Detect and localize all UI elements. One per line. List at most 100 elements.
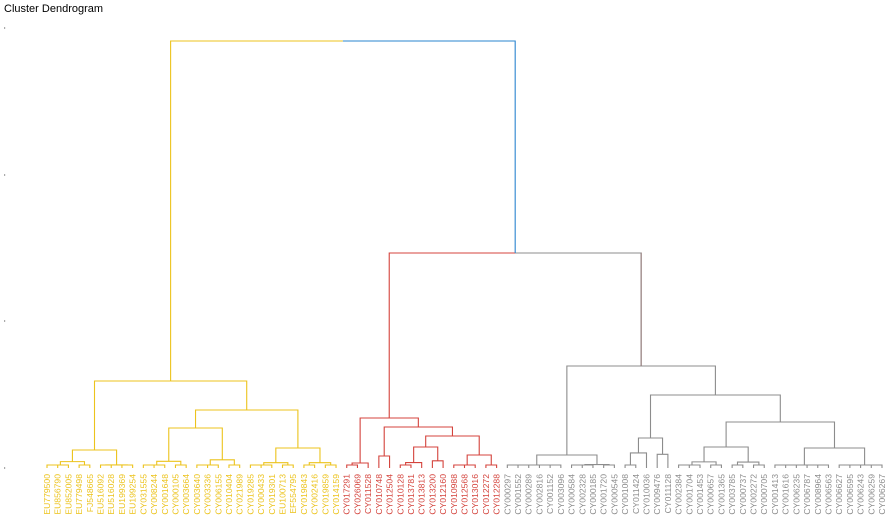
dendrogram-link-74 bbox=[649, 394, 781, 438]
leaf-label: CY019301 bbox=[267, 474, 277, 515]
leaf-label: CY001616 bbox=[781, 474, 791, 515]
leaf-label: CY000105 bbox=[170, 474, 180, 515]
dendrogram-link-72 bbox=[803, 447, 866, 465]
leaf-label: CY002816 bbox=[534, 474, 544, 515]
dendrogram-link-51 bbox=[624, 464, 637, 468]
leaf-label: CY006267 bbox=[877, 474, 887, 515]
leaf-label: CY011128 bbox=[663, 474, 673, 514]
leaf-label: CY002328 bbox=[577, 474, 587, 515]
dendrogram-link-33 bbox=[413, 446, 439, 463]
leaf-label: CY001453 bbox=[695, 474, 705, 515]
leaf-label: CY013813 bbox=[417, 474, 427, 515]
leaf-label: CY001648 bbox=[160, 474, 170, 515]
dendrogram-link-30 bbox=[399, 464, 412, 468]
leaf-label: CY001152 bbox=[545, 474, 555, 514]
leaf-label: CY019843 bbox=[299, 474, 309, 515]
dendrogram-link-10 bbox=[174, 464, 187, 468]
leaf-label: CY003096 bbox=[556, 474, 566, 515]
leaf-label: CY013781 bbox=[406, 474, 416, 515]
leaf-label: CY012160 bbox=[438, 474, 448, 515]
dendrogram-link-60 bbox=[752, 464, 765, 468]
dendrogram-link-22 bbox=[324, 464, 337, 468]
leaf-label: CY011528 bbox=[363, 474, 373, 514]
dendrogram-link-48 bbox=[603, 464, 615, 468]
leaf-label: CY000657 bbox=[706, 474, 716, 515]
leaf-label: CY010128 bbox=[395, 474, 405, 515]
dendrogram-link-2 bbox=[78, 464, 91, 468]
root-link-right bbox=[342, 40, 516, 253]
leaf-label: CY000584 bbox=[567, 474, 577, 515]
leaf-label: EF554795 bbox=[288, 474, 298, 514]
dendrogram-link-9 bbox=[148, 464, 166, 468]
leaf-label: CY011424 bbox=[631, 474, 641, 514]
dendrogram-link-0 bbox=[46, 464, 59, 468]
dendrogram-link-62 bbox=[703, 446, 749, 463]
dendrogram-link-25 bbox=[194, 409, 299, 448]
leaf-label: CY000545 bbox=[609, 474, 619, 515]
leaf-label: CY006155 bbox=[213, 474, 223, 515]
dendrogram-link-13 bbox=[202, 464, 219, 468]
dendrogram-link-8 bbox=[142, 464, 155, 468]
leaf-label: EU199254 bbox=[128, 474, 138, 515]
dendrogram-link-56 bbox=[683, 464, 701, 468]
leaf-label: CY002384 bbox=[674, 474, 684, 515]
leaf-label: CY000705 bbox=[759, 474, 769, 515]
leaf-label: CY012504 bbox=[385, 474, 395, 515]
dendrogram-link-26 bbox=[93, 380, 248, 450]
dendrogram-link-39 bbox=[383, 426, 454, 456]
leaf-label: CY012272 bbox=[481, 474, 491, 515]
leaf-label: CY031555 bbox=[138, 474, 148, 515]
leaf-label: CY010404 bbox=[224, 474, 234, 515]
dendrogram-link-18 bbox=[255, 464, 273, 468]
leaf-label: CY010748 bbox=[374, 474, 384, 515]
dendrogram-link-54 bbox=[637, 437, 664, 455]
leaf-label: CY006627 bbox=[834, 474, 844, 515]
dendrogram-link-14 bbox=[228, 464, 241, 468]
leaf-label: CY006259 bbox=[866, 474, 876, 515]
leaf-label: CY014159 bbox=[331, 474, 341, 515]
leaf-label: CY021989 bbox=[235, 474, 245, 515]
dendrogram-link-75 bbox=[566, 365, 716, 455]
leaf-label: CY001413 bbox=[770, 474, 780, 515]
dendrogram-link-gray-side bbox=[515, 252, 642, 366]
dendrogram-link-73 bbox=[725, 421, 836, 448]
dendrogram-link-1 bbox=[52, 464, 69, 468]
leaf-label: CY013200 bbox=[427, 474, 437, 515]
dendrogram-link-50 bbox=[536, 454, 598, 465]
dendrogram-link-47 bbox=[576, 464, 594, 468]
leaf-label: CY006563 bbox=[823, 474, 833, 515]
dendrogram-link-70 bbox=[870, 464, 883, 468]
leaf-label: CY019285 bbox=[245, 474, 255, 515]
dendrogram-link-59 bbox=[731, 464, 744, 468]
leaf-label: CY006243 bbox=[856, 474, 866, 515]
dendrogram-link-46 bbox=[571, 464, 583, 468]
leaf-label: CY026069 bbox=[352, 474, 362, 515]
dendrogram-link-7 bbox=[71, 449, 118, 465]
leaf-label: EU852005 bbox=[63, 474, 73, 515]
leaf-label: CY012288 bbox=[492, 474, 502, 515]
dendrogram-link-19 bbox=[281, 464, 294, 468]
root-link-left bbox=[170, 40, 343, 381]
dendrogram-link-61 bbox=[736, 461, 760, 465]
leaf-label: CY009476 bbox=[652, 474, 662, 515]
dendrogram-link-29 bbox=[378, 455, 391, 468]
leaf-label: CY001365 bbox=[716, 474, 726, 515]
leaf-label: EU779498 bbox=[74, 474, 84, 515]
dendrogram-link-27 bbox=[346, 464, 358, 468]
leaf-label: CY001720 bbox=[599, 474, 609, 515]
dendrogram-link-53 bbox=[656, 453, 669, 468]
leaf-label: FJ548665 bbox=[85, 474, 95, 512]
dendrogram-link-38 bbox=[425, 435, 480, 455]
leaf-label: CY000433 bbox=[256, 474, 266, 515]
dendrogram-link-16 bbox=[168, 427, 223, 462]
leaf-label: CY002416 bbox=[310, 474, 320, 515]
leaf-label: CY019859 bbox=[320, 474, 330, 515]
leaf-label: CY010988 bbox=[449, 474, 459, 515]
dendrogram-link-76 bbox=[388, 252, 642, 418]
leaf-label: CY000185 bbox=[588, 474, 598, 515]
dendrogram-link-32 bbox=[431, 460, 444, 468]
leaf-label: CY002272 bbox=[749, 474, 759, 515]
dendrogram-link-15 bbox=[209, 459, 235, 465]
leaf-label: CY003336 bbox=[203, 474, 213, 515]
